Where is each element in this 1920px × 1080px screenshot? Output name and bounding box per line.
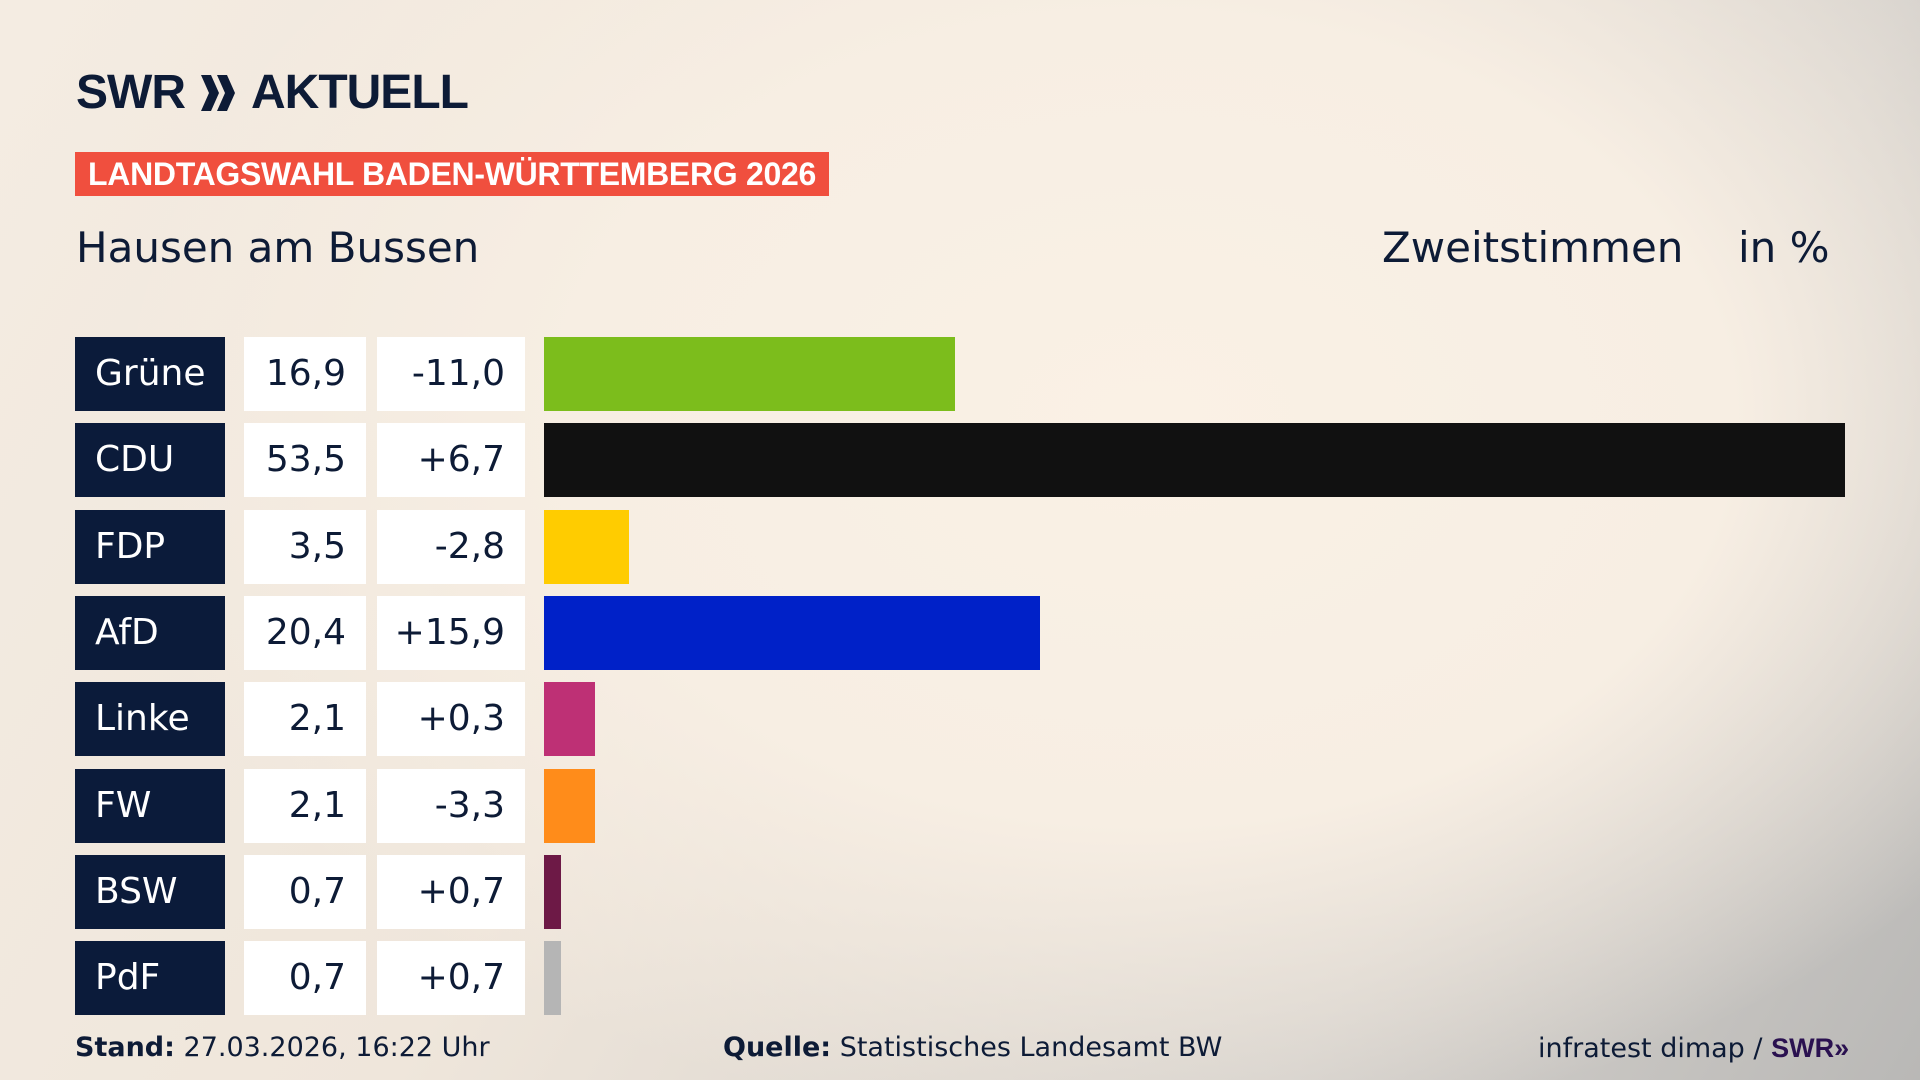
party-label: Linke [75,682,225,757]
diff-label: -2,8 [377,509,525,584]
bar-6 [544,854,562,929]
value-label: 2,1 [244,768,366,843]
footer-source: Quelle: Statistisches Landesamt BW [723,1030,1222,1066]
location-title: Hausen am Bussen [76,223,480,272]
source-label: Quelle: [723,1032,832,1063]
stand-label: Stand: [75,1032,175,1063]
party-label: BSW [75,854,225,929]
result-row: AfD 20,4 +15,9 [0,595,1920,670]
credit-swr-logo: SWR [1771,1033,1835,1063]
unit-label: in % [1738,223,1830,272]
diff-label: -3,3 [377,768,525,843]
bar-7 [544,941,562,1016]
value-label: 2,1 [244,682,366,757]
diff-label: +0,7 [377,854,525,929]
party-label: CDU [75,423,225,498]
result-row: FDP 3,5 -2,8 [0,509,1920,584]
footer-credit: infratest dimap / SWR» [1538,1030,1849,1067]
diff-label: +0,3 [377,682,525,757]
credit-text: infratest dimap / [1538,1033,1763,1064]
result-row: FW 2,1 -3,3 [0,768,1920,843]
logo-aktuell: AKTUELL [250,66,469,119]
footer-stand: Stand: 27.03.2026, 16:22 Uhr [75,1030,490,1066]
bar-1 [544,423,1845,498]
measure-label: Zweitstimmen [1382,223,1684,272]
party-label: Grüne [75,337,225,411]
bar-4 [544,682,596,757]
result-row: Linke 2,1 +0,3 [0,682,1920,757]
party-label: PdF [75,941,225,1016]
diff-label: +0,7 [377,941,525,1016]
diff-label: +6,7 [377,423,525,498]
value-label: 16,9 [244,337,366,411]
bar-5 [544,768,596,843]
party-label: FW [75,768,225,843]
source-value: Statistisches Landesamt BW [839,1032,1223,1063]
result-row: Grüne 16,9 -11,0 [0,337,1920,411]
bar-0 [544,337,955,411]
party-label: AfD [75,595,225,670]
diff-label: -11,0 [377,337,525,411]
value-label: 3,5 [244,509,366,584]
logo-swr: SWR [76,66,186,119]
bar-2 [544,509,630,584]
result-row: PdF 0,7 +0,7 [0,941,1920,1016]
value-label: 53,5 [244,423,366,498]
credit-chevron-icon: » [1834,1033,1850,1063]
result-row: CDU 53,5 +6,7 [0,423,1920,498]
value-label: 0,7 [244,854,366,929]
diff-label: +15,9 [377,595,525,670]
bar-3 [544,595,1041,670]
swr-aktuell-logo: SWR AKTUELL [76,66,469,119]
stand-value: 27.03.2026, 16:22 Uhr [183,1032,490,1063]
result-row: BSW 0,7 +0,7 [0,854,1920,929]
double-chevron-icon [200,75,235,111]
value-label: 0,7 [244,941,366,1016]
value-label: 20,4 [244,595,366,670]
election-banner: LANDTAGSWAHL BADEN-WÜRTTEMBERG 2026 [75,152,829,196]
party-label: FDP [75,509,225,584]
